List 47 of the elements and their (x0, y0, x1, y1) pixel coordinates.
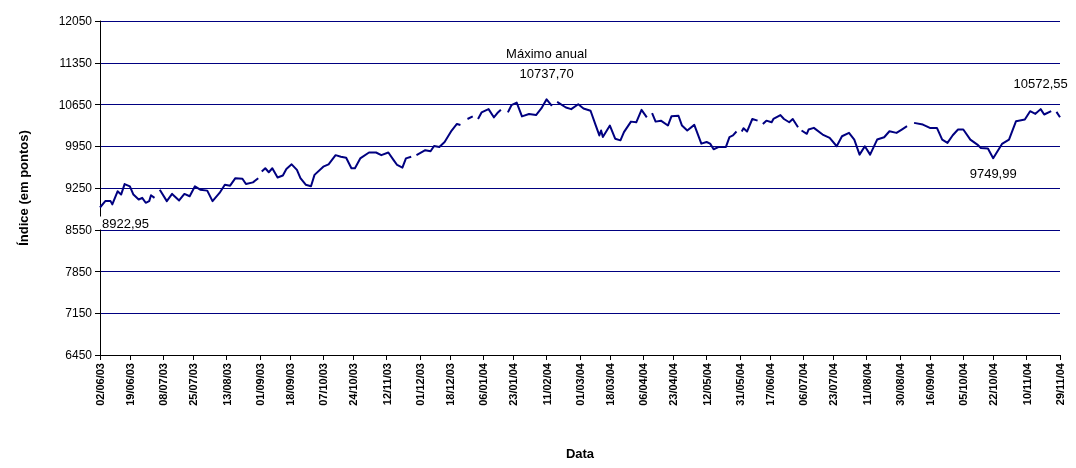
x-tick-label: 08/07/03 (157, 363, 170, 406)
y-tick-label: 10650 (58, 97, 93, 112)
annotation: Máximo anual (506, 46, 588, 62)
y-tick-label: 9250 (65, 181, 93, 195)
x-tick-label: 18/03/04 (603, 362, 616, 406)
x-tick-label: 12/05/04 (700, 362, 713, 406)
x-axis-title: Data (565, 446, 595, 461)
x-tick-label: 23/07/04 (827, 362, 840, 406)
x-tick-label: 29/11/04 (1054, 362, 1066, 406)
x-tick-label: 05/10/04 (957, 362, 970, 406)
annotation: 9749,99 (969, 166, 1017, 182)
x-tick-label: 11/08/04 (860, 362, 873, 406)
y-tick-label: 12050 (58, 14, 93, 28)
x-tick-label: 01/09/03 (254, 363, 266, 406)
annotation: 8922,95 (102, 215, 149, 231)
x-tick-label: 23/01/04 (507, 362, 520, 406)
x-tick-label: 12/11/03 (380, 363, 393, 406)
y-tick-label: 7850 (65, 264, 93, 279)
x-tick-label: 11/02/04 (540, 362, 553, 406)
y-axis-title: Índice (em pontos) (16, 130, 31, 246)
x-tick-label: 25/07/03 (187, 363, 200, 406)
annotation: 10572,55 (1013, 76, 1068, 92)
y-tick-label: 8550 (65, 222, 93, 237)
x-tick-label: 06/01/04 (477, 362, 490, 406)
x-tick-label: 19/06/03 (123, 363, 136, 406)
x-tick-label: 06/04/04 (637, 362, 650, 406)
y-tick-label: 7150 (65, 306, 93, 321)
x-tick-label: 23/04/04 (667, 362, 680, 406)
annotation: 10737,70 (519, 66, 574, 82)
x-tick-label: 30/08/04 (894, 362, 906, 406)
x-tick-label: 01/12/03 (414, 363, 426, 406)
x-tick-label: 07/10/03 (317, 363, 330, 406)
x-tick-label: 31/05/04 (734, 362, 746, 406)
y-tick-label: 6450 (65, 348, 93, 362)
x-tick-label: 02/06/03 (94, 363, 106, 406)
x-tick-label: 10/11/04 (1020, 362, 1033, 406)
x-tick-label: 16/09/04 (923, 362, 936, 406)
x-tick-label: 17/06/04 (763, 362, 776, 406)
y-tick-label: 11350 (59, 55, 93, 70)
x-tick-label: 24/10/03 (347, 363, 360, 406)
x-tick-label: 01/03/04 (574, 362, 586, 406)
x-tick-label: 13/08/03 (220, 363, 233, 406)
y-tick-label: 9950 (65, 139, 93, 154)
x-tick-label: 22/10/04 (987, 362, 1000, 406)
x-tick-label: 18/12/03 (443, 363, 456, 406)
x-tick-label: 06/07/04 (797, 362, 810, 406)
x-tick-label: 18/09/03 (283, 363, 296, 406)
